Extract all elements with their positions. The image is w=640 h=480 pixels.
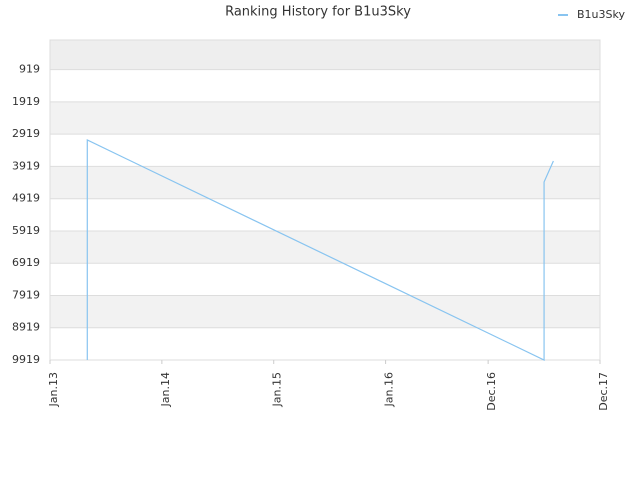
x-tick-label: Jan.16 bbox=[383, 372, 396, 407]
grid-band bbox=[50, 166, 600, 199]
y-tick-label: 2919 bbox=[12, 127, 40, 140]
x-tick-label: Dec.17 bbox=[597, 372, 610, 411]
y-tick-label: 9919 bbox=[12, 353, 40, 366]
y-tick-label: 919 bbox=[19, 63, 40, 76]
grid-band bbox=[50, 230, 600, 264]
x-tick-label: Jan.14 bbox=[159, 372, 172, 407]
legend-label: B1u3Sky bbox=[577, 8, 625, 21]
y-tick-label: 4919 bbox=[12, 192, 40, 205]
grid-band bbox=[50, 101, 600, 135]
chart-title: Ranking History for B1u3Sky bbox=[225, 5, 411, 20]
y-tick-label: 8919 bbox=[12, 321, 40, 334]
y-tick-label: 1919 bbox=[12, 95, 40, 108]
line-series bbox=[86, 139, 554, 361]
grid-band bbox=[50, 40, 600, 70]
x-tick-label: Jan.15 bbox=[271, 372, 284, 407]
y-tick-label: 7919 bbox=[12, 288, 40, 301]
y-tick-label: 3919 bbox=[12, 159, 40, 172]
y-tick-label: 5919 bbox=[12, 224, 40, 237]
grid-band bbox=[50, 295, 600, 328]
x-tick-label: Jan.13 bbox=[47, 372, 60, 407]
y-tick-label: 6919 bbox=[12, 256, 40, 269]
x-tick-label: Dec.16 bbox=[485, 372, 498, 411]
